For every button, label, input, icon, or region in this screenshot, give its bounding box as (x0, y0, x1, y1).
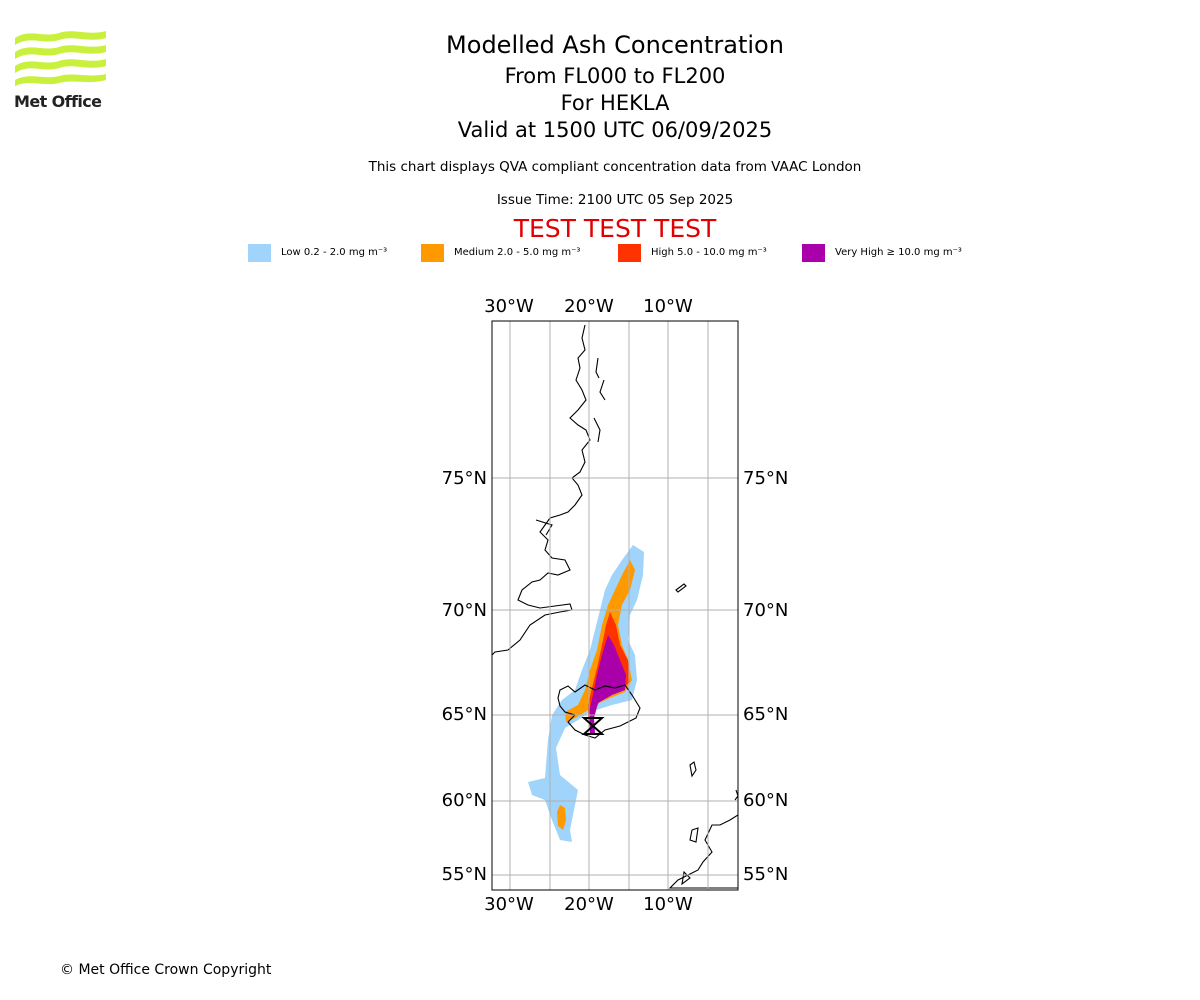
issue-time: Issue Time: 2100 UTC 05 Sep 2025 (496, 192, 734, 208)
met-office-logo (15, 31, 106, 86)
copyright-notice: © Met Office Crown Copyright (60, 962, 272, 978)
legend-label-low: Low 0.2 - 2.0 mg m⁻³ (281, 247, 388, 258)
lat-label-left-65n: 65°N (442, 704, 487, 725)
lat-label-left-55n: 55°N (442, 864, 487, 885)
legend-swatch-very-high (802, 244, 825, 262)
lon-label-top-20w: 20°W (564, 296, 614, 317)
legend-label-high: High 5.0 - 10.0 mg m⁻³ (651, 247, 767, 258)
legend-swatch-medium (421, 244, 444, 262)
volcano-name: For HEKLA (560, 91, 670, 115)
lat-label-left-75n: 75°N (442, 468, 487, 489)
lon-label-top-30w: 30°W (484, 296, 534, 317)
legend-swatch-low (248, 244, 271, 262)
ash-area-very-high (589, 635, 626, 733)
volcano-marker-icon (581, 717, 605, 735)
ash-area-medium-south (557, 805, 566, 830)
valid-time: Valid at 1500 UTC 06/09/2025 (457, 118, 773, 142)
lat-label-right-55n: 55°N (743, 864, 788, 885)
lat-label-right-60n: 60°N (743, 790, 788, 811)
map-frame (491, 320, 739, 891)
legend-label-very-high: Very High ≥ 10.0 mg m⁻³ (835, 247, 962, 258)
qva-note: This chart displays QVA compliant concen… (368, 159, 862, 175)
lon-label-top-10w: 10°W (643, 296, 693, 317)
lat-label-left-60n: 60°N (442, 790, 487, 811)
graticule (492, 321, 738, 890)
lat-label-right-75n: 75°N (743, 468, 788, 489)
lon-label-bottom-10w: 10°W (643, 894, 693, 915)
page-title: Modelled Ash Concentration (446, 31, 784, 59)
flight-level-range: From FL000 to FL200 (504, 64, 726, 88)
logo-text: Met Office (14, 92, 102, 111)
legend-label-medium: Medium 2.0 - 5.0 mg m⁻³ (454, 247, 581, 258)
lat-label-right-70n: 70°N (743, 600, 788, 621)
test-banner: TEST TEST TEST (513, 214, 717, 243)
lat-label-right-65n: 65°N (743, 704, 788, 725)
lon-label-bottom-30w: 30°W (484, 894, 534, 915)
lon-label-bottom-20w: 20°W (564, 894, 614, 915)
legend-swatch-high (618, 244, 641, 262)
lat-label-left-70n: 70°N (442, 600, 487, 621)
